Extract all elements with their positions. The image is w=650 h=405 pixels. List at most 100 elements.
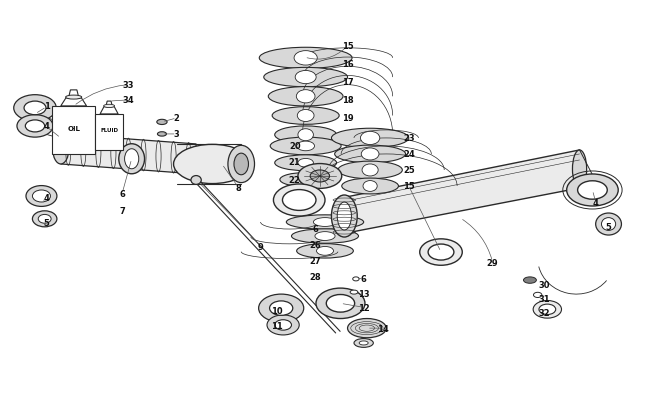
Ellipse shape [24, 102, 46, 115]
Ellipse shape [428, 245, 454, 260]
Ellipse shape [317, 247, 333, 256]
Ellipse shape [298, 164, 342, 189]
Ellipse shape [191, 176, 202, 185]
Text: 29: 29 [487, 258, 499, 267]
Ellipse shape [259, 294, 304, 322]
Ellipse shape [299, 176, 312, 184]
Text: 22: 22 [289, 176, 300, 185]
Ellipse shape [573, 151, 587, 188]
Ellipse shape [362, 164, 378, 177]
Text: 26: 26 [309, 240, 321, 249]
Ellipse shape [66, 96, 82, 100]
Ellipse shape [523, 277, 536, 284]
Polygon shape [61, 134, 196, 175]
Ellipse shape [17, 115, 53, 138]
Ellipse shape [103, 105, 114, 108]
Ellipse shape [294, 51, 317, 66]
Text: 32: 32 [538, 308, 550, 317]
Ellipse shape [32, 211, 57, 227]
Ellipse shape [228, 146, 255, 183]
Text: 6: 6 [361, 274, 367, 283]
Text: 1: 1 [44, 102, 49, 111]
Ellipse shape [326, 295, 355, 312]
Ellipse shape [595, 213, 621, 235]
Text: 4: 4 [44, 194, 49, 203]
Ellipse shape [310, 171, 330, 183]
Polygon shape [341, 151, 580, 234]
Ellipse shape [534, 292, 542, 298]
Ellipse shape [533, 301, 562, 318]
Text: 12: 12 [358, 303, 370, 312]
Ellipse shape [157, 132, 166, 137]
Text: 27: 27 [309, 256, 321, 265]
Ellipse shape [125, 149, 138, 169]
Ellipse shape [359, 341, 368, 345]
Ellipse shape [601, 218, 616, 231]
Text: 25: 25 [403, 166, 415, 175]
Ellipse shape [578, 181, 607, 200]
Ellipse shape [25, 121, 45, 132]
Polygon shape [100, 107, 118, 115]
Ellipse shape [268, 87, 343, 107]
Text: 23: 23 [403, 134, 415, 143]
Ellipse shape [420, 239, 462, 266]
Ellipse shape [259, 48, 352, 69]
Ellipse shape [297, 110, 314, 122]
Polygon shape [95, 115, 124, 151]
Ellipse shape [337, 202, 352, 230]
Text: 8: 8 [235, 184, 241, 193]
Ellipse shape [298, 159, 313, 168]
Ellipse shape [53, 134, 69, 164]
Polygon shape [61, 99, 86, 107]
Ellipse shape [157, 120, 167, 125]
Ellipse shape [296, 244, 354, 258]
Ellipse shape [353, 277, 359, 281]
Text: 18: 18 [342, 96, 354, 105]
Text: 28: 28 [309, 272, 321, 281]
Text: 6: 6 [119, 190, 125, 199]
Ellipse shape [338, 162, 402, 179]
Ellipse shape [270, 301, 292, 315]
Text: 14: 14 [377, 324, 389, 333]
Text: 9: 9 [257, 242, 263, 251]
Ellipse shape [332, 196, 358, 237]
Ellipse shape [298, 130, 313, 141]
Ellipse shape [313, 218, 337, 227]
Text: 6: 6 [313, 224, 318, 233]
Ellipse shape [334, 198, 348, 234]
Text: 7: 7 [119, 206, 125, 215]
Text: OIL: OIL [67, 126, 80, 132]
Text: 30: 30 [538, 280, 550, 289]
Ellipse shape [174, 145, 251, 184]
Text: FLUID: FLUID [100, 127, 118, 132]
Text: 15: 15 [403, 182, 415, 191]
Ellipse shape [267, 315, 299, 335]
Text: 5: 5 [44, 218, 49, 227]
Ellipse shape [270, 138, 341, 156]
Text: 15: 15 [342, 42, 354, 51]
Text: 31: 31 [538, 294, 550, 303]
Text: 33: 33 [123, 81, 134, 90]
Ellipse shape [264, 68, 348, 87]
Text: 19: 19 [342, 114, 354, 123]
Ellipse shape [539, 305, 556, 315]
Polygon shape [53, 107, 95, 155]
Ellipse shape [295, 71, 316, 85]
Ellipse shape [38, 215, 51, 224]
Ellipse shape [272, 107, 339, 125]
Ellipse shape [32, 190, 51, 202]
Ellipse shape [275, 127, 337, 144]
Ellipse shape [316, 288, 365, 319]
Ellipse shape [363, 181, 377, 192]
Ellipse shape [361, 149, 379, 160]
Ellipse shape [315, 232, 335, 241]
Ellipse shape [297, 142, 315, 151]
Text: 17: 17 [342, 78, 354, 87]
Ellipse shape [26, 186, 57, 207]
Text: 34: 34 [123, 96, 135, 105]
Text: 20: 20 [289, 142, 300, 151]
Ellipse shape [342, 179, 398, 194]
Ellipse shape [287, 215, 363, 230]
Ellipse shape [275, 320, 291, 330]
Ellipse shape [567, 175, 618, 207]
